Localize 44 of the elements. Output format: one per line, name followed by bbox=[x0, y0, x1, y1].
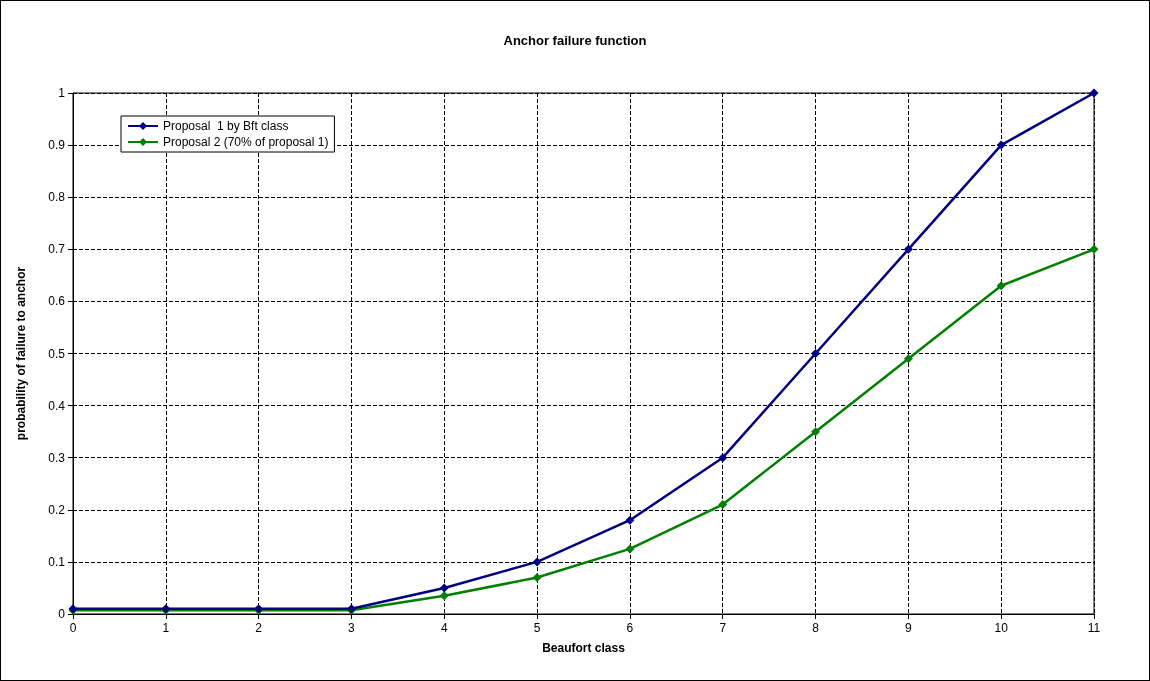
y-tick-label: 0.7 bbox=[48, 242, 66, 257]
point bbox=[718, 453, 728, 463]
point bbox=[625, 544, 635, 554]
y-tick-label: 0.8 bbox=[48, 190, 66, 205]
y-axis-title: probability of failure to anchor bbox=[14, 266, 28, 441]
y-tick-label: 0.6 bbox=[48, 294, 66, 309]
y-tick-label: 0.2 bbox=[48, 502, 66, 517]
x-tick-label: 5 bbox=[533, 621, 541, 635]
x-tick-label: 1 bbox=[162, 621, 170, 635]
point bbox=[811, 427, 821, 437]
legend-label: Proposal 1 by Bft class bbox=[163, 119, 289, 133]
point bbox=[439, 583, 449, 593]
point bbox=[1089, 244, 1099, 254]
point bbox=[532, 573, 542, 583]
x-tick-label: 3 bbox=[348, 621, 356, 635]
point bbox=[718, 500, 728, 510]
y-tick-label: 0 bbox=[58, 607, 66, 621]
x-tick-label: 4 bbox=[440, 621, 448, 635]
x-tick-label: 10 bbox=[994, 621, 1009, 635]
x-tick-label: 11 bbox=[1087, 621, 1101, 635]
point bbox=[439, 591, 449, 601]
y-tick-label: 1 bbox=[58, 86, 66, 100]
point bbox=[532, 557, 542, 567]
y-tick-label: 0.4 bbox=[48, 398, 66, 413]
x-tick-label: 0 bbox=[69, 621, 77, 635]
point bbox=[1089, 88, 1099, 98]
y-tick-label: 0.3 bbox=[48, 450, 66, 465]
y-tick-label: 0.5 bbox=[48, 346, 66, 361]
x-tick-label: 9 bbox=[905, 621, 913, 635]
point bbox=[625, 515, 635, 525]
point bbox=[811, 349, 821, 358]
point bbox=[996, 140, 1006, 150]
y-tick-label: 0.9 bbox=[48, 138, 66, 153]
point bbox=[903, 244, 913, 254]
y-tick-label: 0.1 bbox=[48, 554, 66, 569]
legend-label: Proposal 2 (70% of proposal 1) bbox=[163, 135, 329, 149]
x-tick-label: 7 bbox=[719, 621, 727, 635]
chart-title: Anchor failure function bbox=[503, 33, 647, 48]
x-tick-label: 6 bbox=[626, 621, 634, 635]
x-tick-label: 8 bbox=[812, 621, 820, 635]
x-axis-title: Beaufort class bbox=[542, 641, 626, 655]
point bbox=[996, 281, 1006, 291]
point bbox=[903, 354, 913, 364]
x-tick-label: 2 bbox=[255, 621, 263, 635]
